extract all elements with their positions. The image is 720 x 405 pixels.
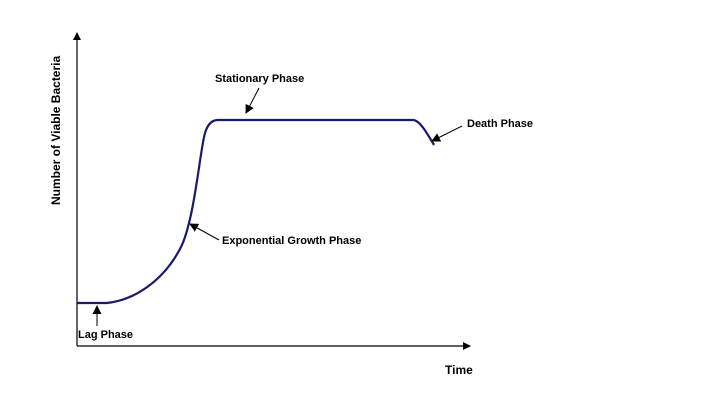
pointer-arrow-death — [431, 125, 463, 142]
growth-curve — [77, 118, 435, 305]
pointer-arrow-stationary — [245, 87, 260, 114]
x-axis-title: Time — [445, 363, 473, 377]
y-axis-title: Number of Viable Bacteria — [49, 56, 63, 205]
phase-label-exponential: Exponential Growth Phase — [222, 235, 361, 247]
pointer-arrow-exponential — [189, 223, 220, 241]
phase-label-death: Death Phase — [467, 118, 533, 130]
phase-label-stationary: Stationary Phase — [215, 73, 304, 85]
phase-label-lag: Lag Phase — [78, 329, 133, 341]
